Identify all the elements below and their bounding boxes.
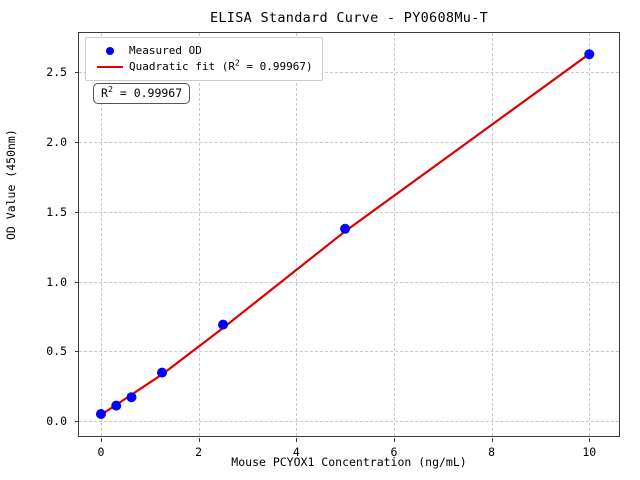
legend-fit-text-suffix: = 0.99967) bbox=[239, 60, 313, 73]
y-tick-label: 2.0 bbox=[46, 134, 67, 149]
gridline-horizontal bbox=[79, 281, 619, 283]
quadratic-fit-line bbox=[99, 52, 591, 417]
red-line-icon bbox=[93, 65, 127, 69]
x-tick bbox=[198, 438, 200, 442]
gridline-horizontal bbox=[79, 351, 619, 353]
data-point bbox=[95, 408, 106, 419]
y-tick bbox=[75, 72, 79, 74]
data-point bbox=[584, 49, 595, 60]
y-tick-label: 2.5 bbox=[46, 65, 67, 80]
y-tick-label: 1.5 bbox=[46, 204, 67, 219]
legend-label-quadratic-fit: Quadratic fit (R2 = 0.99967) bbox=[127, 59, 313, 75]
gridline-horizontal bbox=[79, 211, 619, 213]
x-tick-label: 2 bbox=[195, 445, 203, 459]
x-tick bbox=[589, 438, 591, 442]
data-point bbox=[157, 367, 168, 378]
data-layer bbox=[95, 49, 595, 419]
y-tick bbox=[75, 351, 79, 353]
gridline-horizontal bbox=[79, 141, 619, 143]
chart-title: ELISA Standard Curve - PY0608Mu-T bbox=[209, 10, 489, 26]
y-tick bbox=[75, 421, 79, 423]
y-tick-label: 1.0 bbox=[46, 274, 67, 289]
plot-area: Measured OD Quadratic fit (R2 = 0.99967)… bbox=[46, 32, 620, 459]
data-point bbox=[340, 223, 351, 234]
y-tick-label: 0.0 bbox=[46, 414, 67, 429]
data-point bbox=[126, 392, 137, 403]
gridline-vertical bbox=[491, 33, 493, 436]
measured-od-markers bbox=[95, 49, 595, 419]
gridline-vertical bbox=[198, 33, 200, 436]
x-tick bbox=[393, 438, 395, 442]
y-tick bbox=[75, 281, 79, 283]
gridline-vertical bbox=[100, 33, 102, 436]
blue-circle-marker-icon bbox=[93, 47, 127, 55]
y-tick-label: 0.5 bbox=[46, 344, 67, 359]
y-tick bbox=[75, 211, 79, 213]
data-point bbox=[218, 319, 229, 330]
y-axis-label-container: OD Value (450nm) bbox=[4, 129, 36, 340]
r2-suffix: = 0.99967 bbox=[112, 86, 183, 100]
legend-fit-text-prefix: Quadratic fit (R bbox=[129, 60, 235, 73]
y-tick bbox=[75, 141, 79, 143]
r2-superscript: 2 bbox=[107, 84, 113, 95]
legend-item-quadratic-fit: Quadratic fit (R2 = 0.99967) bbox=[93, 59, 313, 75]
gridline-vertical bbox=[296, 33, 298, 436]
legend-label-measured-od: Measured OD bbox=[129, 44, 202, 57]
x-tick bbox=[491, 438, 493, 442]
y-axis-label: OD Value (450nm) bbox=[4, 129, 18, 240]
x-tick-label: 4 bbox=[292, 445, 300, 459]
data-point bbox=[111, 400, 122, 411]
x-tick-label: 0 bbox=[97, 445, 105, 459]
x-tick-label: 8 bbox=[488, 445, 496, 459]
legend: Measured OD Quadratic fit (R2 = 0.99967) bbox=[85, 37, 323, 81]
legend-fit-superscript: 2 bbox=[234, 58, 240, 68]
gridline-vertical bbox=[393, 33, 395, 436]
gridline-vertical bbox=[589, 33, 591, 436]
x-tick bbox=[100, 438, 102, 442]
x-axis-label: Mouse PCYOX1 Concentration (ng/mL) bbox=[231, 455, 467, 469]
gridline-horizontal bbox=[79, 72, 619, 74]
r-squared-annotation: R2 = 0.99967 bbox=[93, 83, 191, 104]
x-tick bbox=[296, 438, 298, 442]
x-tick-label: 10 bbox=[582, 445, 597, 459]
legend-item-measured-od: Measured OD bbox=[93, 43, 313, 59]
x-tick-label: 6 bbox=[390, 445, 398, 459]
r2-prefix: R bbox=[101, 86, 108, 100]
gridline-horizontal bbox=[79, 421, 619, 423]
